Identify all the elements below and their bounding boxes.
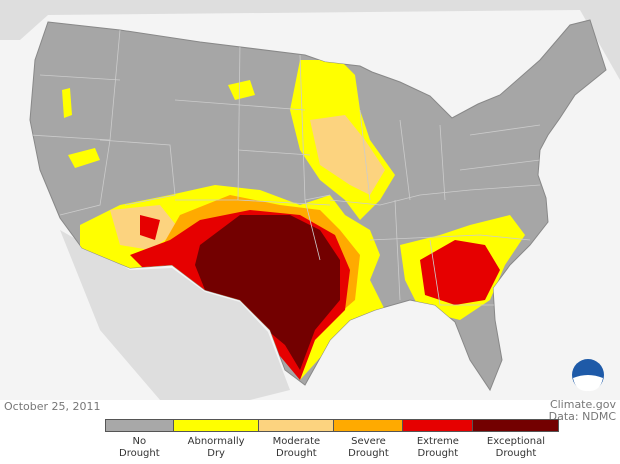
legend-label: Abnormally Dry xyxy=(187,436,245,459)
date: October 25, 2011 xyxy=(4,400,101,413)
state-lines xyxy=(30,29,541,306)
legend-swatch xyxy=(258,419,335,432)
legend-item: Severe Drought xyxy=(334,419,403,460)
data-credit: Data: NDMC xyxy=(548,410,616,423)
legend-swatch xyxy=(105,419,174,432)
mexico xyxy=(60,230,290,400)
legend-item: Extreme Drought xyxy=(402,419,473,460)
legend-item: No Drought xyxy=(105,419,174,460)
legend-label: Extreme Drought xyxy=(416,436,459,459)
legend-swatch xyxy=(402,419,473,432)
legend-label: Exceptional Drought xyxy=(486,436,546,459)
drought-map xyxy=(0,0,620,400)
legend-swatch xyxy=(173,419,259,432)
source: Climate.gov xyxy=(549,398,616,411)
legend-item: Abnormally Dry xyxy=(173,419,259,460)
legend-swatch xyxy=(472,419,560,432)
drought-areas xyxy=(62,60,525,380)
legend-label: Moderate Drought xyxy=(272,436,321,459)
legend-item: Moderate Drought xyxy=(258,419,335,460)
canada xyxy=(0,0,620,80)
legend-swatch xyxy=(334,419,403,432)
legend-item: Exceptional Drought xyxy=(472,419,560,460)
legend-label: No Drought xyxy=(119,436,160,459)
legend: No Drought Abnormally Dry Moderate Drought… xyxy=(105,419,560,460)
legend-label: Severe Drought xyxy=(348,436,389,459)
noaa-logo xyxy=(572,359,604,392)
